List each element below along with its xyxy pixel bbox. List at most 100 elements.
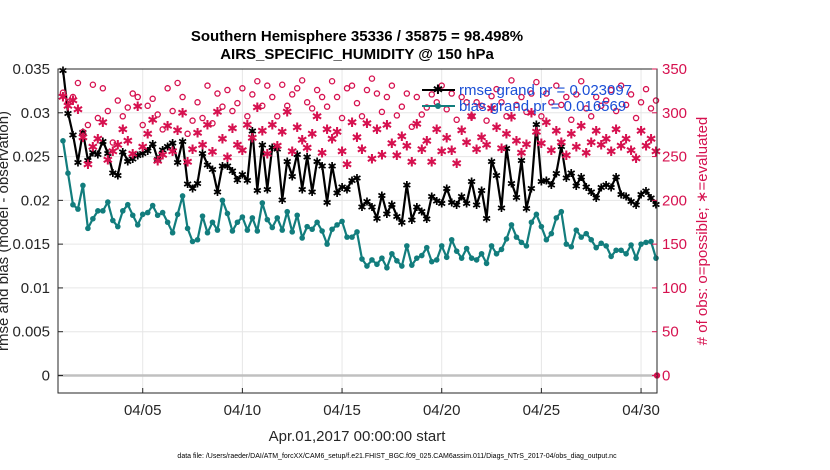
data-point [478,102,485,110]
data-point: ✱ [183,178,192,191]
data-point [578,234,585,240]
data-point: ✱ [556,136,567,151]
data-point: ✱ [162,119,173,134]
data-point: ✱ [357,143,368,158]
footer-data-file: data file: /Users/raeder/DAI/ATM_forcXX/… [177,453,617,460]
data-point [488,92,495,100]
data-point: ✱ [607,182,616,195]
data-point: ✱ [117,123,128,138]
data-point [607,86,615,94]
data-point [303,99,311,106]
x-axis-label: Apr.01,2017 00:00:00 start [269,428,447,445]
data-point [488,243,495,249]
data-point [169,107,176,115]
right-tick-label: 350 [662,61,687,78]
data-point [328,78,336,85]
y-tick-label: 0.035 [12,61,50,78]
data-point: ✱ [451,157,462,172]
data-point: ✱ [207,146,218,161]
data-point [129,90,137,97]
data-point [229,228,236,234]
data-point [503,236,510,242]
data-point [209,120,216,127]
data-point: ✱ [591,125,602,140]
data-point: ✱ [107,145,118,160]
data-point: ✱ [481,139,492,154]
data-point: ✱ [456,124,467,139]
data-point: ✱ [636,189,645,202]
data-point [374,261,380,268]
series-layer: ✱✱✱✱✱✱✱✱✱✱✱✱✱✱✱✱✱✱✱✱✱✱✱✱✱✱✱✱✱✱✱✱✱✱✱✱✱✱✱✱… [58,64,662,379]
data-point [293,85,301,92]
data-point: ✱ [227,122,238,137]
data-point: ✱ [641,140,652,155]
data-point: ✱ [213,186,222,199]
y-tick-label: 0 [42,367,50,384]
data-point: ✱ [197,139,208,154]
data-point [318,93,326,101]
data-point [468,255,475,261]
data-point [493,250,500,257]
data-point: ✱ [193,177,202,190]
data-point [139,211,146,218]
data-point: ✱ [502,142,511,155]
data-point: ✱ [178,135,187,148]
data-point [568,116,575,124]
data-point: ✱ [173,156,182,169]
data-point [578,78,585,85]
data-point: ✱ [242,119,253,134]
data-point [194,99,201,106]
data-point [508,77,515,84]
data-point: ✱ [263,183,272,196]
data-point: ✱ [582,181,591,194]
data-point: ✱ [372,212,381,225]
data-point [642,85,650,93]
data-point: ✱ [377,190,386,203]
data-point: ✱ [233,174,242,187]
data-point [239,214,246,220]
data-point: ✱ [337,181,346,194]
data-point [144,102,151,110]
data-point: ✱ [102,154,113,169]
data-point: ✱ [292,121,303,136]
data-point: ✱ [401,140,412,155]
data-point: ✱ [307,127,318,142]
data-point [264,216,271,223]
data-point: ✱ [77,131,88,146]
data-point: ✱ [217,133,228,148]
data-point [159,209,166,216]
data-point: ✱ [68,129,77,142]
data-point: ✱ [142,127,153,142]
data-point [493,85,500,93]
data-point: ✱ [293,148,302,161]
data-point [632,114,640,122]
data-point [224,210,231,217]
data-point: ✱ [332,187,341,200]
data-point [418,252,425,259]
data-point: ✱ [491,121,502,136]
data-point: ✱ [501,127,512,142]
data-point: ✱ [158,144,167,157]
data-point: ✱ [557,141,566,154]
data-point: ✱ [526,106,537,121]
data-point [254,78,261,85]
series-3: ✱✱✱✱✱✱✱✱✱✱✱✱✱✱✱✱✱✱✱✱✱✱✱✱✱✱✱✱✱✱✱✱✱✱✱✱✱✱✱✱… [58,91,662,173]
data-point [89,81,97,89]
data-point: ✱ [366,153,377,168]
data-point: ✱ [651,145,662,160]
data-point [558,101,565,109]
data-point [179,193,186,199]
data-point [558,208,565,215]
data-point: ✱ [103,148,112,161]
data-point: ✱ [337,145,348,160]
data-point [84,121,92,129]
data-point [608,253,614,260]
data-point: ✱ [412,201,421,214]
data-point: ✱ [461,136,472,151]
data-point [323,103,331,110]
data-point [298,77,306,84]
data-point [643,239,649,246]
data-point: ✱ [626,144,637,159]
